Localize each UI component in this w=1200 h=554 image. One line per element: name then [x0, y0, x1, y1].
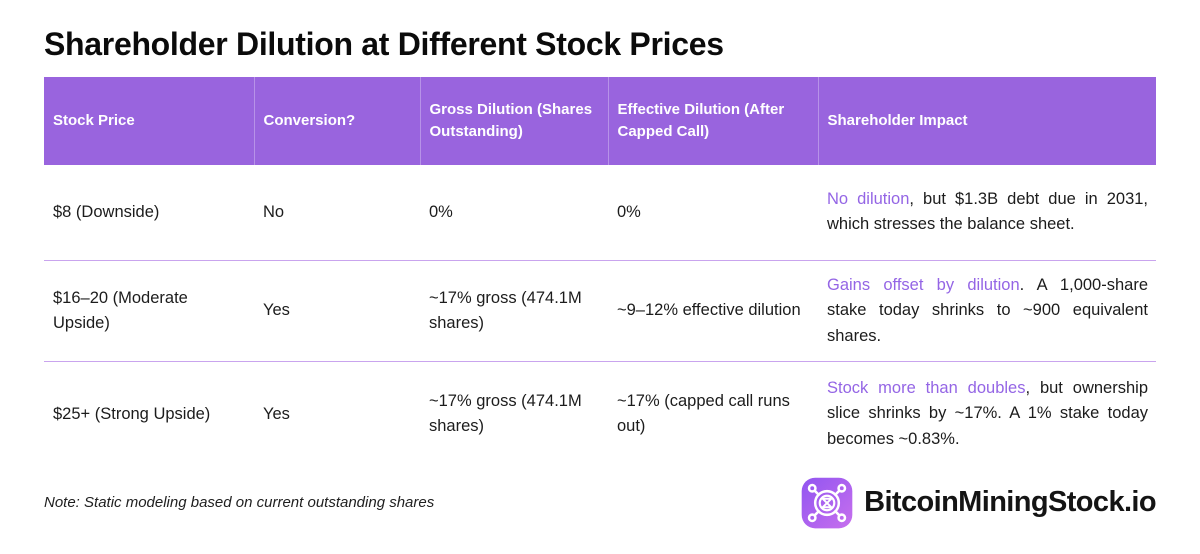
cell-conversion: Yes — [254, 259, 420, 362]
footer: Note: Static modeling based on current o… — [44, 476, 1157, 530]
cell-effective-dilution: ~17% (capped call runs out) — [608, 361, 818, 466]
table-row: $16–20 (Moderate Upside) Yes ~17% gross … — [44, 259, 1156, 362]
table-row: $25+ (Strong Upside) Yes ~17% gross (474… — [44, 361, 1156, 466]
column-header-conversion: Conversion? — [253, 77, 420, 165]
cell-effective-dilution: ~9–12% effective dilution — [608, 259, 818, 362]
cell-stock-price: $16–20 (Moderate Upside) — [44, 259, 254, 362]
bitcoin-mining-logo-icon — [801, 477, 853, 528]
column-header-gross-dilution: Gross Dilution (Shares Outstanding) — [419, 77, 608, 165]
table-header-row: Stock Price Conversion? Gross Dilution (… — [44, 77, 1156, 165]
cell-gross-dilution: ~17% gross (474.1M shares) — [420, 259, 608, 362]
cell-conversion: No — [263, 202, 285, 221]
cell-shareholder-impact: No dilution, but $1.3B debt due in 2031,… — [818, 165, 1156, 260]
impact-text: , but ownership slice shrinks by ~17%. A… — [827, 378, 1148, 448]
cell-effective-dilution: 0% — [617, 202, 641, 221]
column-header-stock-price: Stock Price — [44, 77, 254, 165]
impact-highlight: Stock more than doubles — [827, 378, 1026, 397]
impact-highlight: Gains offset by dilution — [827, 275, 1020, 294]
column-header-shareholder-impact: Shareholder Impact — [817, 77, 1156, 165]
cell-gross-dilution: 0% — [429, 202, 453, 221]
infographic: Shareholder Dilution at Different Stock … — [0, 26, 1200, 530]
dilution-table: Stock Price Conversion? Gross Dilution (… — [44, 77, 1156, 466]
cell-conversion: Yes — [254, 361, 420, 466]
cell-stock-price: $8 (Downside) — [53, 202, 160, 221]
brand-name: BitcoinMiningStock.io — [864, 486, 1156, 519]
impact-text: . A 1,000-share stake today shrinks to ~… — [827, 275, 1148, 345]
table-row: $8 (Downside) No 0% 0% No dilution, but … — [44, 165, 1156, 260]
impact-highlight: No dilution — [827, 189, 910, 208]
cell-gross-dilution: ~17% gross (474.1M shares) — [420, 361, 608, 466]
brand-lockup[interactable]: BitcoinMiningStock.io — [800, 476, 1157, 530]
page-title: Shareholder Dilution at Different Stock … — [44, 26, 724, 62]
column-header-effective-dilution: Effective Dilution (After Capped Call) — [607, 77, 818, 165]
cell-shareholder-impact: Gains offset by dilution. A 1,000-share … — [818, 259, 1156, 362]
impact-text: , but $1.3B debt due in 2031, which stre… — [827, 189, 1149, 234]
cell-shareholder-impact: Stock more than doubles, but ownership s… — [818, 361, 1156, 466]
cell-stock-price: $25+ (Strong Upside) — [44, 361, 254, 466]
footnote: Note: Static modeling based on current o… — [44, 494, 435, 512]
